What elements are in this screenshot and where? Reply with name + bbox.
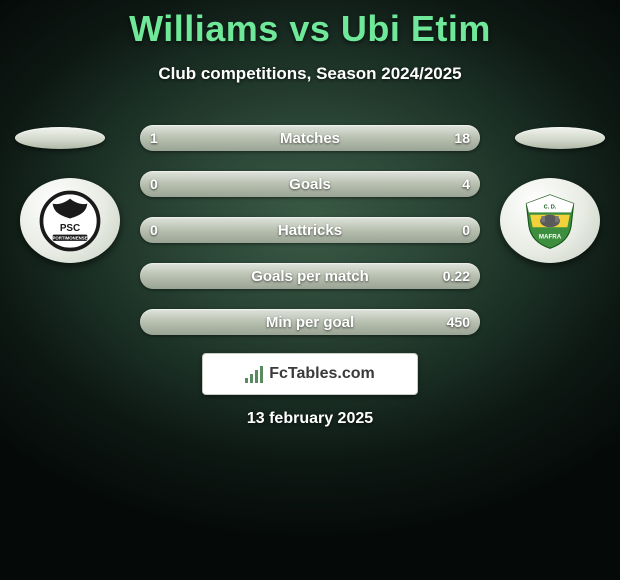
page-subtitle: Club competitions, Season 2024/2025 xyxy=(0,64,620,84)
brand-text: FcTables.com xyxy=(269,365,375,383)
club-badge-right: C. D. MAFRA xyxy=(500,178,600,263)
brand-box: FcTables.com xyxy=(202,353,418,395)
stat-row: Goals 0 4 xyxy=(140,171,480,197)
stat-value-right: 18 xyxy=(454,130,470,146)
stat-pill: Min per goal 450 xyxy=(140,309,480,335)
stat-label: Goals xyxy=(289,176,331,193)
stat-pill: Goals 0 4 xyxy=(140,171,480,197)
stat-value-left: 0 xyxy=(150,176,158,192)
country-oval-right xyxy=(515,127,605,149)
portimonense-crest-icon: PSC PORTIMONENSE xyxy=(39,190,101,252)
brand-bars-icon xyxy=(245,365,263,383)
svg-text:C. D.: C. D. xyxy=(544,204,557,210)
stat-value-right: 0 xyxy=(462,222,470,238)
stat-row: Goals per match 0.22 xyxy=(140,263,480,289)
svg-text:MAFRA: MAFRA xyxy=(539,233,562,240)
stat-row: Hattricks 0 0 xyxy=(140,217,480,243)
stat-label: Matches xyxy=(280,130,340,147)
stat-row: Matches 1 18 xyxy=(140,125,480,151)
stat-value-right: 0.22 xyxy=(443,268,470,284)
stat-label: Goals per match xyxy=(251,268,369,285)
crest-left-label: PORTIMONENSE xyxy=(52,235,87,240)
stat-value-right: 450 xyxy=(447,314,470,330)
date-label: 13 february 2025 xyxy=(0,410,620,428)
mafra-crest-icon: C. D. MAFRA xyxy=(519,190,581,252)
stat-pill: Hattricks 0 0 xyxy=(140,217,480,243)
stat-label: Min per goal xyxy=(266,314,354,331)
stat-value-left: 0 xyxy=(150,222,158,238)
stat-row: Min per goal 450 xyxy=(140,309,480,335)
club-badge-left: PSC PORTIMONENSE xyxy=(20,178,120,263)
stat-pill: Matches 1 18 xyxy=(140,125,480,151)
stat-label: Hattricks xyxy=(278,222,342,239)
country-oval-left xyxy=(15,127,105,149)
stat-pill: Goals per match 0.22 xyxy=(140,263,480,289)
stat-value-left: 1 xyxy=(150,130,158,146)
page-title: Williams vs Ubi Etim xyxy=(0,0,620,50)
stat-value-right: 4 xyxy=(462,176,470,192)
svg-text:PSC: PSC xyxy=(60,222,80,233)
